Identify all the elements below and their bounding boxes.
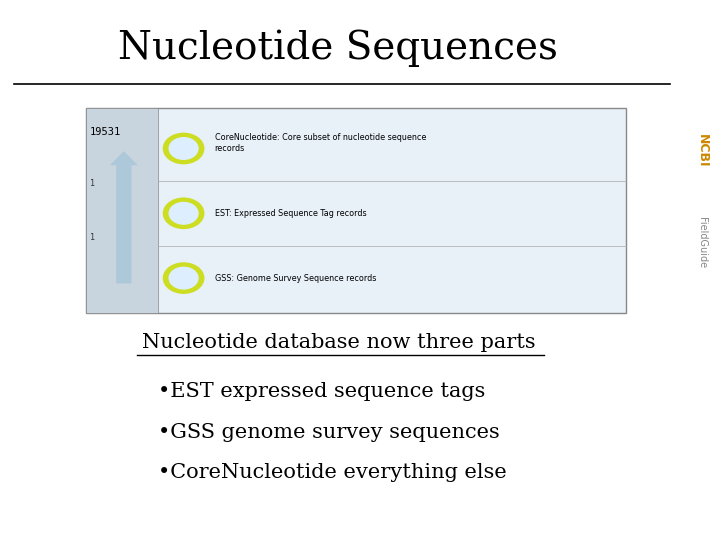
Text: •EST expressed sequence tags: •EST expressed sequence tags [158, 382, 486, 401]
Circle shape [169, 267, 198, 289]
FancyBboxPatch shape [86, 108, 158, 313]
Text: GSS: Genome Survey Sequence records: GSS: Genome Survey Sequence records [215, 274, 376, 282]
Circle shape [169, 202, 198, 224]
Text: FieldGuide: FieldGuide [697, 218, 707, 268]
Circle shape [169, 138, 198, 159]
Circle shape [163, 198, 204, 228]
Text: EST: Expressed Sequence Tag records: EST: Expressed Sequence Tag records [215, 209, 366, 218]
Text: Nucleotide database now three parts: Nucleotide database now three parts [142, 333, 535, 353]
Text: 1: 1 [90, 179, 95, 188]
Text: 1: 1 [90, 233, 95, 242]
Text: NCBI: NCBI [696, 134, 708, 168]
Text: CoreNucleotide: Core subset of nucleotide sequence
records: CoreNucleotide: Core subset of nucleotid… [215, 133, 426, 153]
Text: 19531: 19531 [90, 127, 121, 137]
Text: •CoreNucleotide everything else: •CoreNucleotide everything else [158, 463, 507, 482]
FancyArrowPatch shape [110, 151, 138, 284]
FancyBboxPatch shape [86, 108, 626, 313]
Circle shape [163, 133, 204, 164]
Text: Nucleotide Sequences: Nucleotide Sequences [119, 30, 558, 68]
Circle shape [163, 263, 204, 293]
Text: •GSS genome survey sequences: •GSS genome survey sequences [158, 422, 500, 442]
